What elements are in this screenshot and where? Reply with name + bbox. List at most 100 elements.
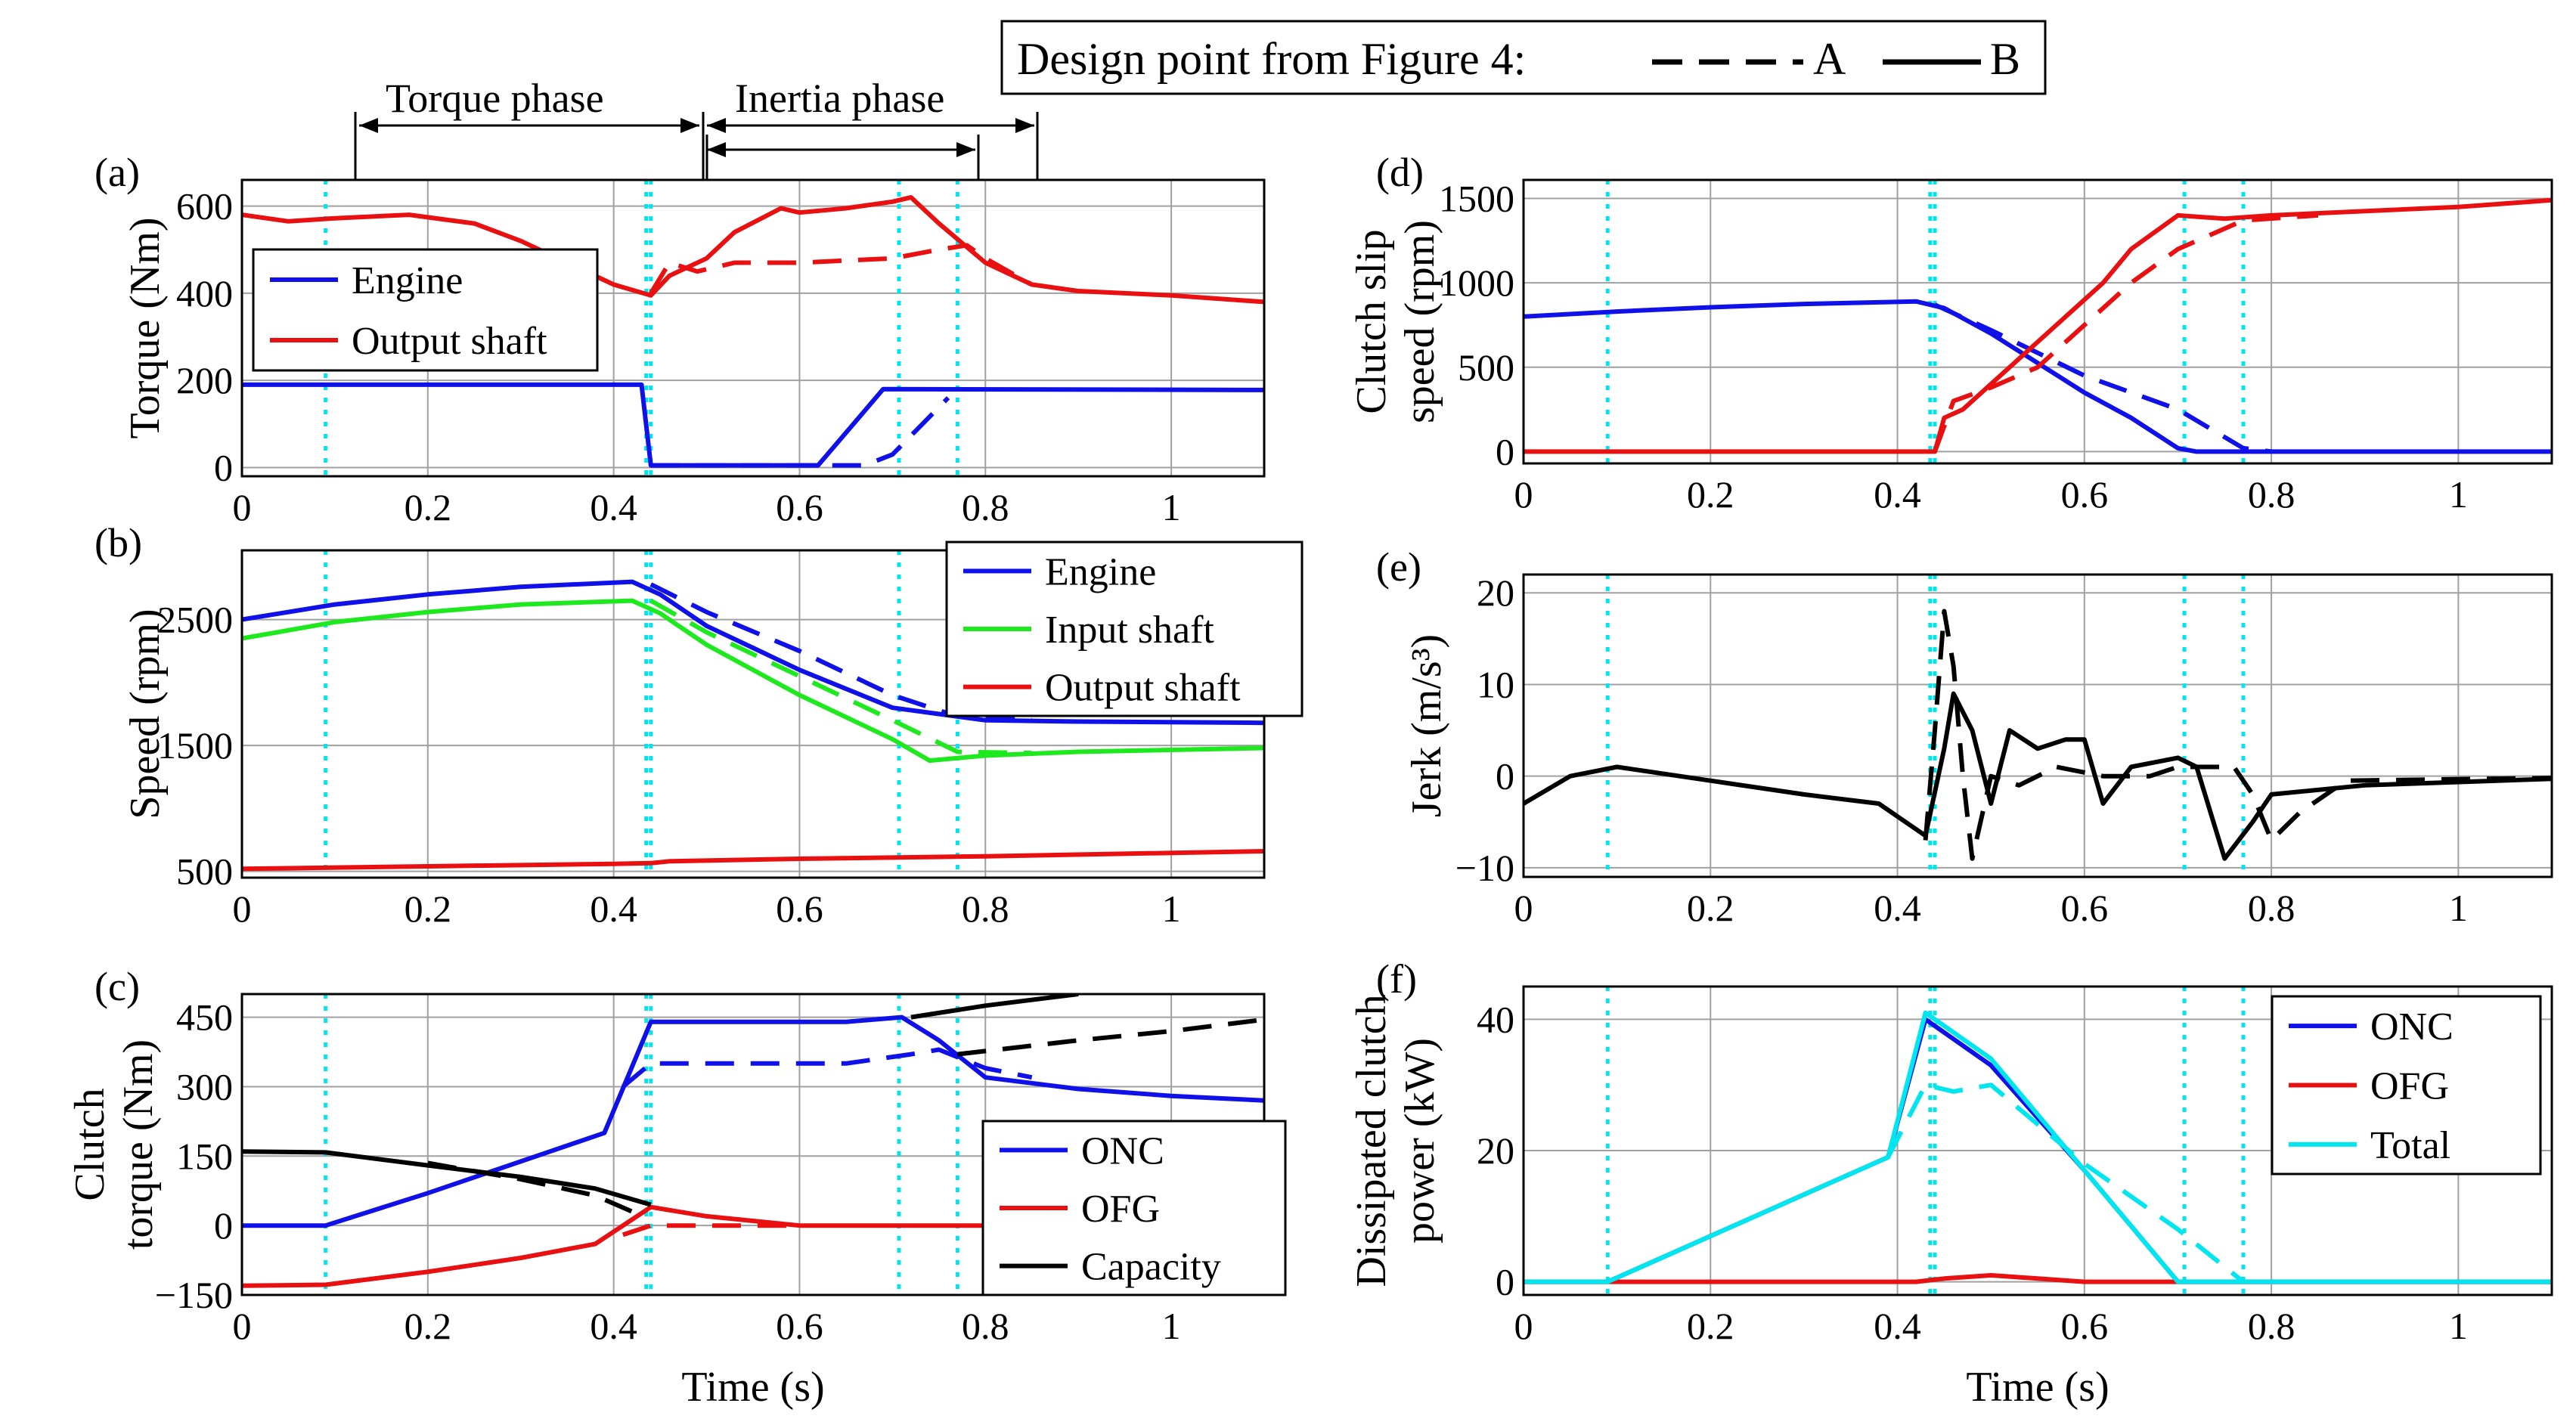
x-tick-label: 1 [1162, 486, 1181, 528]
header-legend-a-label: A [1813, 34, 1846, 84]
series-line-b [1524, 691, 2552, 861]
x-tick-label: 0.6 [776, 486, 823, 528]
y-axis-label: Torque (Nm) [122, 217, 169, 438]
torque-phase-arrow-left-head [359, 118, 378, 133]
y-tick-label: −150 [155, 1274, 233, 1316]
series-line-total [1524, 1010, 2552, 1284]
x-tick-label: 0.8 [2248, 473, 2295, 516]
x-tick-label: 0.2 [1687, 887, 1734, 929]
x-tick-label: 0 [233, 887, 252, 930]
y-tick-label: 0 [214, 1204, 233, 1247]
phase-annotations: Torque phase Inertia phase [354, 76, 1039, 180]
y-tick-label: 20 [1477, 1129, 1514, 1172]
panel-letter: (c) [95, 964, 140, 1009]
legend-label: Input shaft [1045, 609, 1214, 652]
series-line-total [1886, 1083, 2245, 1284]
x-tick-label: 1 [2449, 473, 2468, 516]
x-tick-label: 0.4 [590, 887, 637, 930]
series-line-input-shaft [242, 598, 1264, 764]
torque-phase-label: Torque phase [386, 76, 604, 121]
panel-f: 0 0.2 0.4 0.6 0.8 1 0 20 40 (f)Dissipated clutchp… [1348, 956, 2553, 1411]
y-axis-label: Jerk (m/s³) [1403, 634, 1450, 817]
x-tick-label: 0.2 [1687, 473, 1734, 516]
x-tick-label: 0.6 [2061, 1305, 2109, 1347]
series-line-capacity [427, 1160, 634, 1214]
panel-letter: (a) [95, 150, 140, 195]
series-line-capacity [910, 994, 1079, 1020]
inertia-phase-b-arrow-left-head [707, 142, 726, 157]
series-group [242, 579, 1264, 872]
series-group [242, 195, 1264, 468]
x-tick-label: 0.4 [1874, 887, 1921, 929]
x-tick-label: 1 [2449, 887, 2468, 929]
y-tick-label: 0 [1496, 755, 1514, 798]
x-tick-label: 0.8 [962, 1305, 1009, 1347]
x-tick-label: 0 [1514, 887, 1533, 929]
series-group [1524, 609, 2552, 861]
series-line-engine [649, 582, 1032, 723]
series-line-onc [242, 1014, 1264, 1228]
plot-area [1524, 575, 2552, 877]
header-legend-b-label: B [1990, 34, 2020, 84]
legend-label: Capacity [1081, 1246, 1221, 1289]
axes-frame [1522, 178, 2553, 465]
x-tick-label: 0.2 [405, 486, 452, 528]
x-tick-label: 0.6 [2061, 473, 2109, 516]
panel-letter: (b) [95, 520, 142, 565]
legend-label: Total [2370, 1124, 2450, 1167]
x-tick-label: 0.6 [776, 887, 823, 930]
y-tick-label: 200 [176, 359, 233, 401]
inertia-phase-arrow-left-head [707, 118, 726, 133]
series-line-ofg [1933, 212, 2319, 453]
series-group [242, 994, 1264, 1288]
legend-label: ONC [2370, 1005, 2454, 1049]
panel-letter: (e) [1376, 544, 1421, 590]
legend-label: OFG [2370, 1065, 2449, 1108]
series-line-output-shaft [242, 195, 1264, 305]
x-tick-label: 0.8 [2248, 1305, 2295, 1347]
y-tick-label: 600 [176, 185, 233, 228]
x-tick-label: 0.4 [590, 486, 637, 528]
legend: ONC OFG Total [2271, 995, 2542, 1176]
legend-label: ONC [1081, 1129, 1164, 1172]
series-line-capacity [957, 1017, 1264, 1057]
series-line-engine [650, 396, 950, 468]
y-tick-label: 40 [1477, 998, 1514, 1040]
x-tick-label: 0.2 [1687, 1305, 1734, 1347]
x-tick-label: 1 [1162, 887, 1181, 930]
panel-letter: (f) [1376, 956, 1417, 1002]
y-tick-label: 450 [176, 996, 233, 1039]
y-tick-label: 20 [1477, 572, 1514, 614]
x-axis-label: Time (s) [1966, 1364, 2109, 1411]
legend-box [252, 248, 599, 372]
y-tick-label: 1500 [157, 724, 233, 767]
series-line-ofg [1524, 197, 2552, 454]
x-tick-label: 0 [1514, 473, 1533, 516]
y-tick-label: 1500 [1439, 178, 1514, 220]
series-line-ofg [1524, 1273, 2552, 1284]
x-tick-label: 0.6 [776, 1305, 823, 1347]
series-line-ofg [622, 1223, 800, 1237]
series-line-onc [1524, 299, 2552, 454]
torque-phase-arrow-right-head [680, 118, 699, 133]
series-line-engine [242, 579, 1264, 726]
series-line-ofg [242, 1204, 986, 1288]
x-tick-label: 0.6 [2061, 887, 2109, 929]
series-line-output-shaft [649, 243, 1034, 295]
y-axis-label: Dissipated clutchpower (kW) [1348, 994, 1443, 1287]
series-group [1524, 197, 2552, 454]
x-tick-label: 1 [1162, 1305, 1181, 1347]
y-tick-label: 300 [176, 1065, 233, 1107]
axes-frame [1522, 985, 2553, 1296]
panel-a: 0 0.2 0.4 0.6 0.8 1 0 200 400 600 (a) Torque (Nm) En… [95, 150, 1266, 528]
panel-c: 0 0.2 0.4 0.6 0.8 1−1500150300450(c)Clutchtor… [67, 964, 1287, 1411]
x-tick-label: 0.4 [1874, 1305, 1921, 1347]
y-tick-label: 0 [214, 446, 233, 488]
series-group [1524, 1010, 2552, 1284]
x-tick-label: 0.8 [962, 887, 1009, 930]
x-tick-label: 1 [2449, 1305, 2468, 1347]
